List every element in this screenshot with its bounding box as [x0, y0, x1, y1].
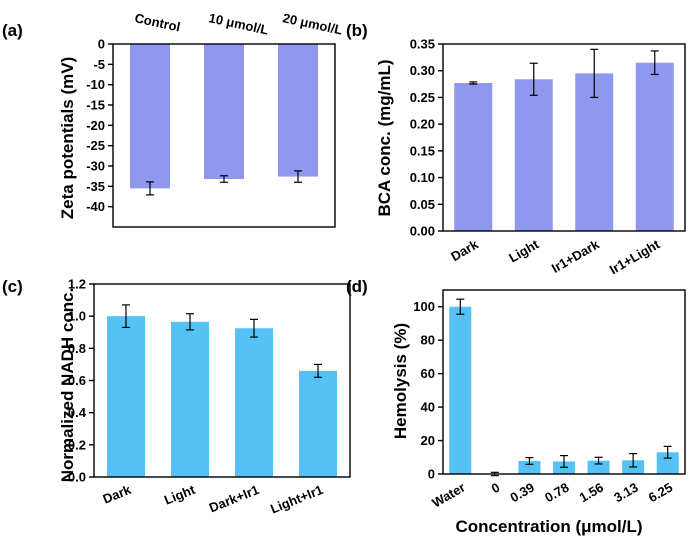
- panel-a-ytick-label-1: -5: [93, 57, 105, 72]
- panel-b-ytick-label-1: 0.05: [410, 197, 435, 212]
- panel-a-bar-0: [130, 44, 170, 189]
- panel-d-category-label-4: 1.56: [577, 480, 606, 506]
- panel-d-error-bars: [456, 298, 672, 477]
- panel-d-bars: [449, 306, 679, 475]
- panel-c-ytick-label-6: 1.2: [68, 277, 86, 292]
- panel-d-category-label-3: 0.78: [542, 480, 571, 506]
- panel-c: (c) Normalized NADH conc. 0.00.20.40.60.…: [2, 277, 351, 517]
- panel-b-bar-3: [635, 62, 674, 232]
- panel-d-bar-2: [518, 460, 541, 474]
- panel-b-error-bars: [469, 48, 659, 99]
- panel-c-category-label-0: Dark: [101, 482, 134, 507]
- panel-d-category-label-0: Water: [429, 480, 467, 511]
- panel-b-ylabel: BCA conc. (mg/mL): [375, 59, 394, 216]
- panel-b-ytick-label-6: 0.30: [410, 63, 435, 78]
- panel-d-ytick-label-4: 80: [421, 333, 435, 348]
- panel-d-category-label-1: 0: [489, 480, 503, 497]
- panel-b-category-labels: Dark Light Ir1+Dark Ir1+Light: [448, 236, 663, 277]
- panel-c-bar-1: [171, 321, 209, 477]
- panel-a-ytick-label-2: -10: [86, 77, 105, 92]
- panel-d-plot-frame: [442, 289, 686, 475]
- panel-a-ytick-label-0: 0: [98, 37, 105, 52]
- panel-b-ytick-label-7: 0.35: [410, 37, 435, 52]
- panel-d: (d) Hemolysis (%) Concentration (μmol/L)…: [346, 277, 686, 536]
- panel-d-bar-0: [449, 306, 472, 474]
- panel-c-ytick-label-5: 1.0: [68, 309, 86, 324]
- panel-a-ytick-label-3: -15: [86, 98, 105, 113]
- panel-b-ytick-label-3: 0.15: [410, 143, 435, 158]
- panel-a-category-label-1: 10 μmol/L: [207, 10, 270, 37]
- panel-d-label: (d): [346, 277, 368, 296]
- panel-b-category-label-1: Light: [506, 236, 542, 265]
- panel-b-ytick-label-5: 0.25: [410, 90, 435, 105]
- panel-d-ylabel: Hemolysis (%): [391, 323, 410, 439]
- panel-c-bar-2: [235, 328, 273, 477]
- panel-a-label: (a): [2, 21, 23, 40]
- panel-b-category-label-0: Dark: [448, 236, 481, 264]
- panel-a-category-label-0: Control: [133, 10, 181, 34]
- panel-a-ytick-label-8: -40: [86, 199, 105, 214]
- panel-a-ytick-label-4: -20: [86, 118, 105, 133]
- panel-b-plot-frame: [442, 43, 686, 232]
- panel-c-bar-0: [107, 316, 145, 477]
- panel-d-ytick-label-1: 20: [421, 433, 435, 448]
- panel-d-category-label-2: 0.39: [508, 480, 537, 506]
- panel-c-category-labels: Dark Light Dark+Ir1 Light+Ir1: [101, 482, 325, 517]
- panel-c-ytick-label-3: 0.6: [68, 373, 86, 388]
- panel-a-error-bars: [146, 170, 302, 196]
- panel-c-error-bars: [122, 304, 322, 378]
- panel-c-category-label-3: Light+Ir1: [268, 482, 325, 517]
- panel-a-bar-1: [204, 44, 244, 180]
- panel-b-category-label-2: Ir1+Dark: [549, 236, 603, 276]
- panel-d-bar-6: [656, 452, 679, 474]
- panel-c-ytick-label-0: 0.0: [68, 470, 86, 485]
- panel-c-ytick-label-4: 0.8: [68, 341, 86, 356]
- panel-c-plot-frame: [93, 283, 351, 478]
- panel-c-category-label-2: Dark+Ir1: [207, 482, 261, 516]
- panel-b-label: (b): [346, 21, 368, 40]
- panel-b-ytick-label-2: 0.10: [410, 170, 435, 185]
- panel-b-ytick-label-0: 0.00: [410, 224, 435, 239]
- panel-b-yticks: 0.00 0.05 0.10 0.15 0.20 0.25 0.30 0.35: [410, 37, 443, 239]
- panel-d-bar-4: [587, 460, 610, 474]
- panel-b-category-label-3: Ir1+Light: [607, 236, 663, 277]
- panel-a-yticks: 0 -5 -10 -15 -20 -25 -30 -35 -40: [86, 37, 113, 214]
- panel-d-ytick-label-5: 100: [413, 299, 435, 314]
- panel-b-bar-0: [454, 83, 493, 231]
- panel-c-yticks: 0.0 0.2 0.4 0.6 0.8 1.0 1.2: [68, 277, 94, 485]
- panel-a-ylabel: Zeta potentials (mV): [58, 57, 77, 219]
- panel-d-yticks: 0 20 40 60 80 100: [413, 299, 443, 482]
- panel-d-ytick-label-3: 60: [421, 366, 435, 381]
- panel-d-ytick-label-0: 0: [428, 467, 435, 482]
- panel-c-ytick-label-2: 0.4: [68, 405, 87, 420]
- panel-b-bar-1: [514, 79, 553, 232]
- panel-b-bars: [454, 62, 674, 232]
- panel-d-category-label-6: 6.25: [646, 480, 675, 506]
- panel-b: (b) BCA conc. (mg/mL) 0.000.050.100.150.…: [346, 21, 686, 277]
- panel-a-ytick-label-5: -25: [86, 138, 105, 153]
- panel-c-ylabel: Normalized NADH conc.: [58, 288, 77, 483]
- panel-d-category-label-5: 3.13: [611, 480, 640, 506]
- panel-d-ytick-label-2: 40: [421, 400, 435, 415]
- panel-a-category-label-2: 20 μmol/L: [281, 10, 344, 37]
- panel-b-bar-2: [575, 73, 614, 231]
- panel-c-bars: [107, 316, 337, 477]
- panel-c-ytick-label-1: 0.2: [68, 437, 86, 452]
- panel-a: (a) Zeta potentials (mV) 0 -5 -10 -15 -20 -25…: [2, 10, 344, 228]
- panel-a-ytick-label-6: -30: [86, 159, 105, 174]
- panel-a-plot-frame: [112, 43, 336, 228]
- panel-c-label: (c): [2, 277, 23, 296]
- panel-c-bar-3: [299, 370, 337, 477]
- panel-a-category-labels: Control 10 μmol/L 20 μmol/L: [133, 10, 344, 37]
- panel-a-ytick-label-7: -35: [86, 179, 105, 194]
- panel-b-ytick-label-4: 0.20: [410, 117, 435, 132]
- panel-a-bar-2: [278, 44, 318, 177]
- panel-a-bars: [130, 44, 318, 189]
- panel-d-category-labels: Water 0 0.39 0.78 1.56 3.13 6.25: [429, 480, 675, 511]
- panel-c-category-label-1: Light: [162, 482, 198, 508]
- panel-d-xlabel: Concentration (μmol/L): [456, 517, 643, 536]
